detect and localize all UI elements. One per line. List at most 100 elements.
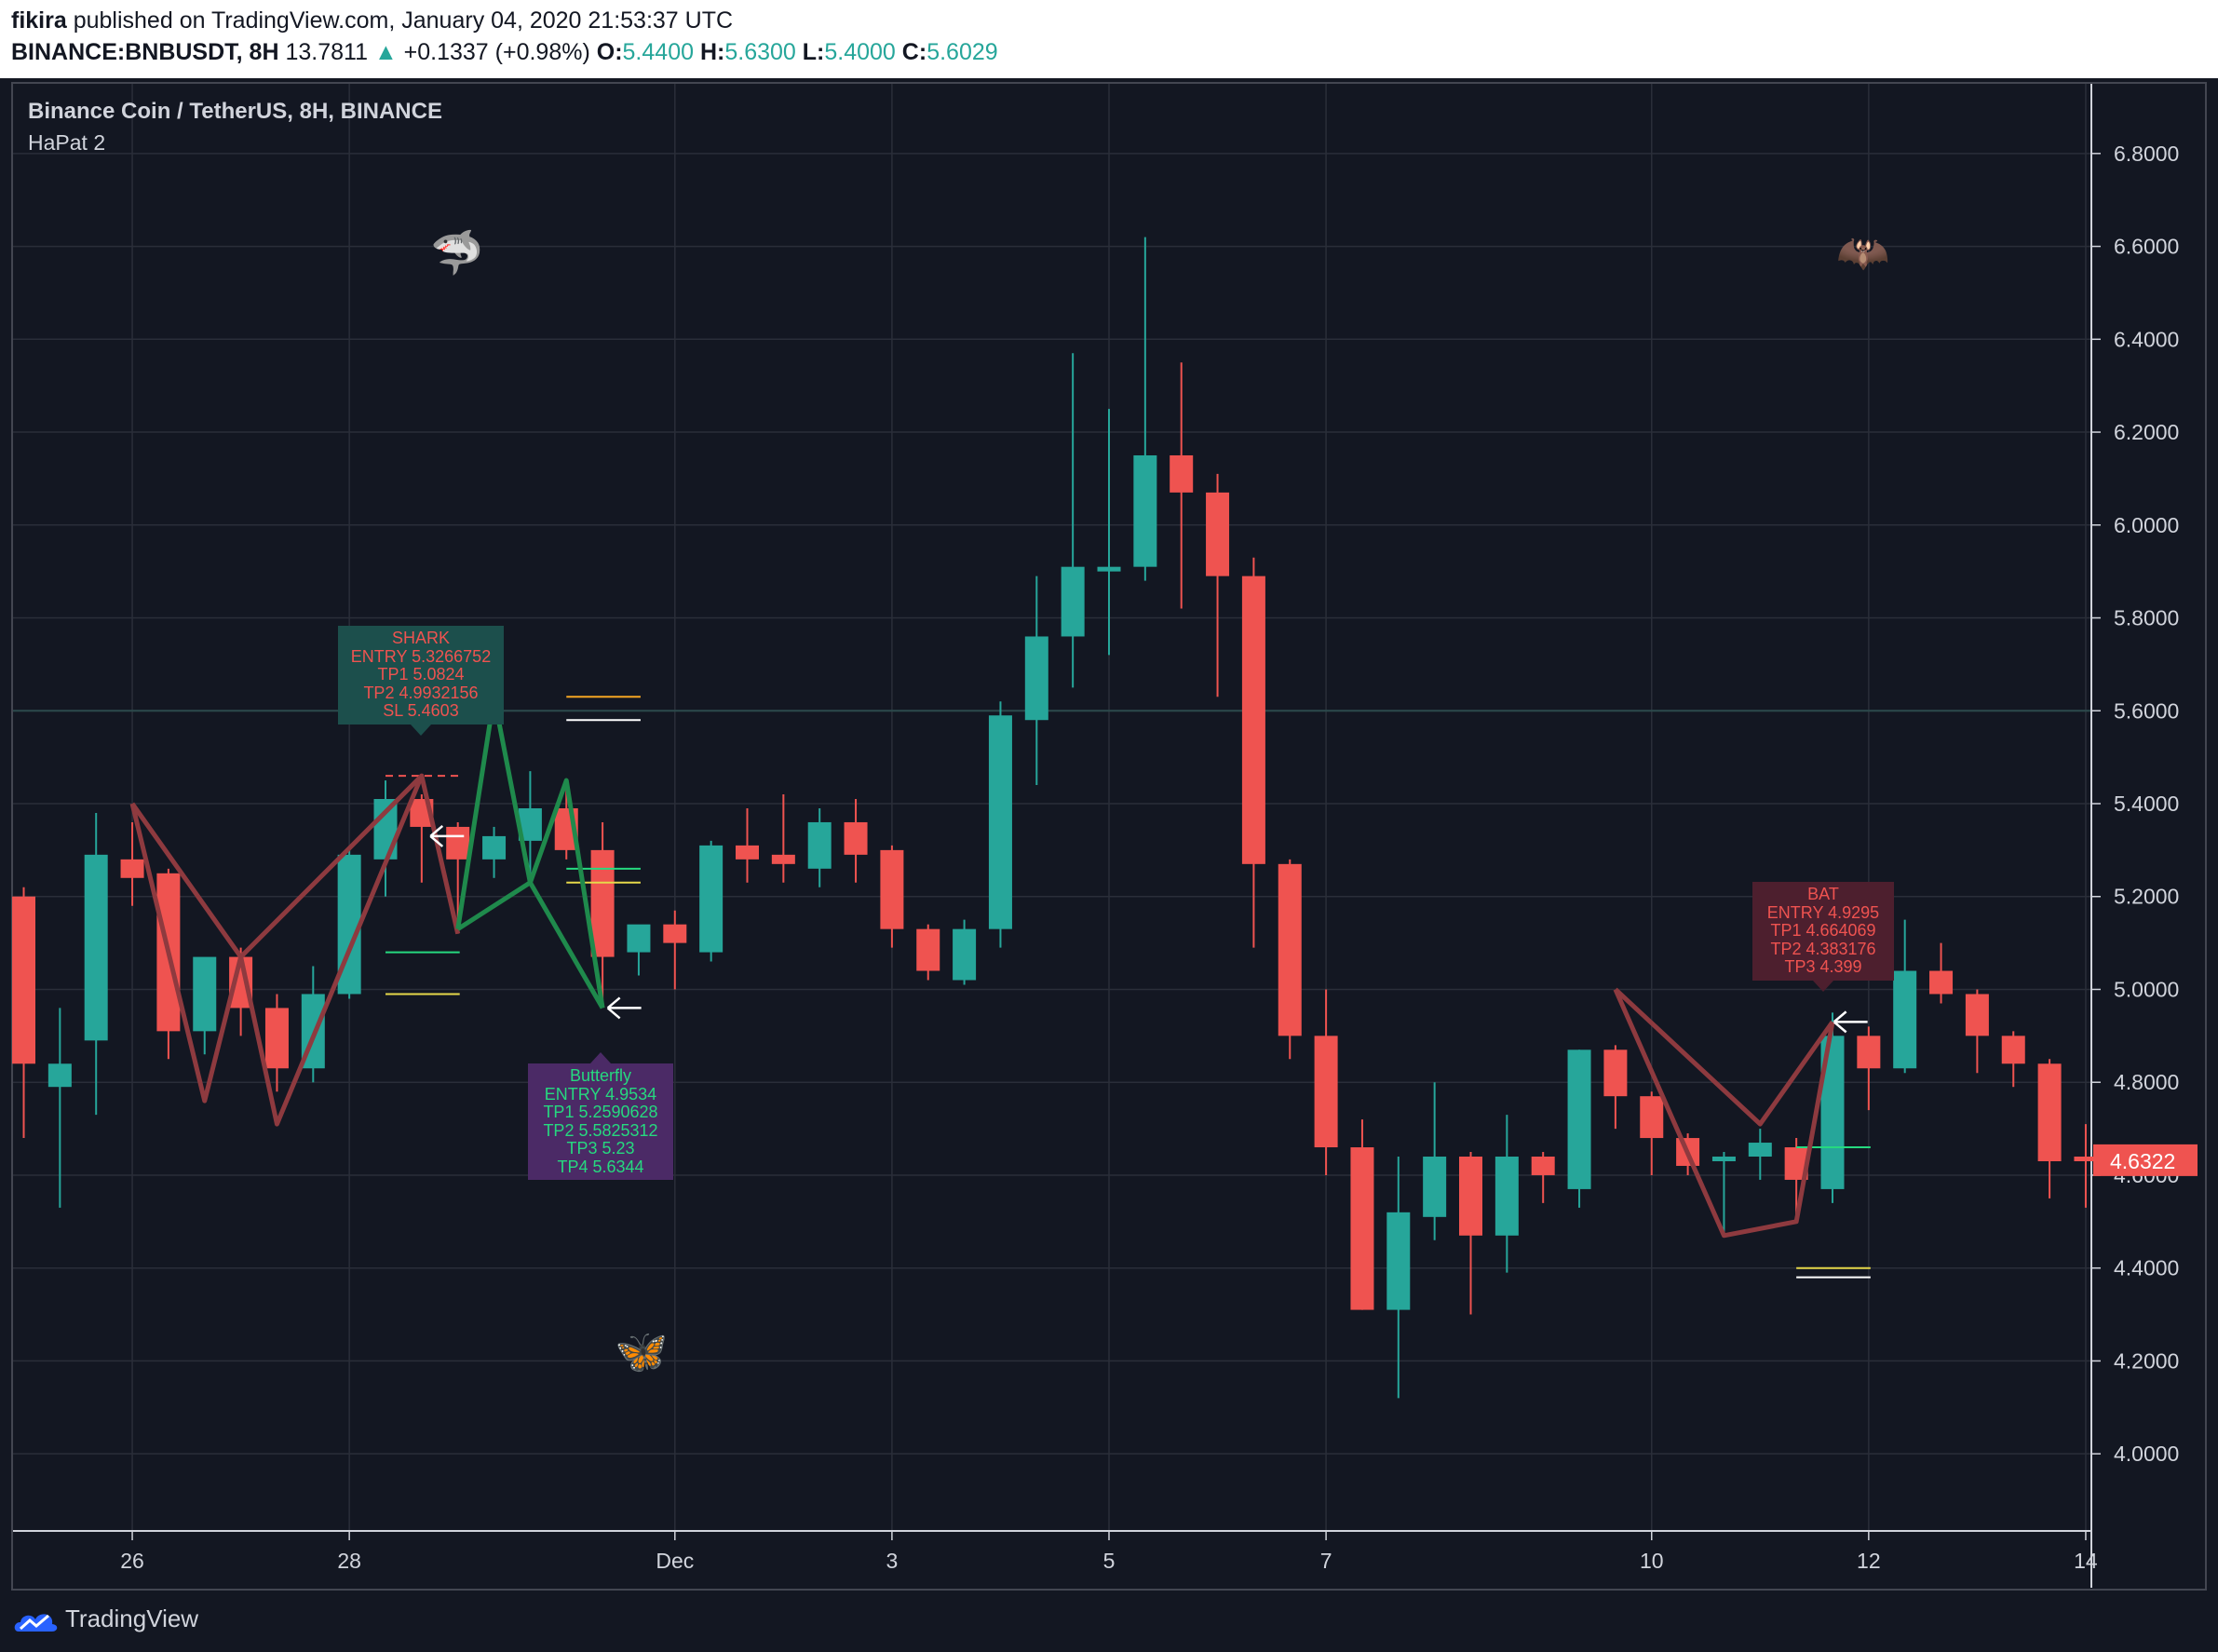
callout-line: TP2 5.5825312 [543, 1120, 658, 1140]
callout-line: BAT [1807, 885, 1839, 903]
harmonic-pattern-shark [130, 773, 461, 960]
candle-down[interactable] [12, 896, 35, 1064]
price-tick-label: 4.8000 [2114, 1070, 2179, 1094]
tradingview-logo-icon[interactable] [13, 1604, 60, 1635]
candle-down[interactable] [1314, 1036, 1338, 1148]
price-tick-label: 5.0000 [2114, 977, 2179, 1001]
symbol-label: BINANCE:BNBUSDT, 8H [11, 39, 279, 65]
bat-callout: BAT ENTRY 4.9295 TP1 4.664069 TP2 4.3831… [1752, 882, 1894, 991]
candlestick-chart[interactable]: 4.00004.20004.40004.60004.80005.00005.20… [0, 0, 2218, 1594]
callout-line: SL 5.4603 [383, 701, 459, 720]
candle-down[interactable] [1278, 863, 1302, 1036]
candle-up[interactable] [1711, 1157, 1736, 1161]
candle-up[interactable] [1024, 636, 1048, 721]
candle-down[interactable] [844, 821, 868, 855]
candle-up[interactable] [1748, 1143, 1772, 1158]
candle-down[interactable] [1170, 454, 1194, 493]
candle-up[interactable] [953, 928, 977, 981]
bat-icon: 🦇 [1836, 227, 1890, 278]
candle-up[interactable] [1893, 970, 1917, 1069]
low-label: L: [802, 39, 825, 65]
candle-down[interactable] [2037, 1063, 2062, 1161]
author-name[interactable]: fikira [11, 7, 67, 34]
close-label: C: [901, 39, 927, 65]
price-tick-label: 4.4000 [2114, 1256, 2179, 1280]
price-tick-label: 5.8000 [2114, 606, 2179, 630]
chart-frame[interactable] [11, 82, 2207, 1591]
harmonic-pattern-bat [1613, 988, 1835, 1239]
price-tick-label: 6.8000 [2114, 142, 2179, 166]
candle-up[interactable] [627, 924, 651, 953]
candle-down[interactable] [446, 826, 470, 860]
harmonic-pattern-shark [129, 775, 425, 1127]
quote-line: BINANCE:BNBUSDT, 8H 13.7811 ▲ +0.1337 (+… [11, 39, 998, 66]
entry-arrow-icon [429, 824, 465, 847]
candle-down[interactable] [1603, 1049, 1628, 1097]
indicator-legend[interactable]: HaPat 2 [28, 130, 106, 155]
change-value: +0.1337 (+0.98%) [403, 39, 590, 65]
callout-line: ENTRY 4.9534 [544, 1084, 657, 1104]
high-value: 5.6300 [724, 39, 796, 65]
candle-down[interactable] [771, 854, 795, 864]
harmonic-pattern-butterfly [456, 880, 605, 1009]
candle-down[interactable] [1459, 1157, 1482, 1236]
candle-up[interactable] [1133, 454, 1157, 567]
price-tick-label: 4.2000 [2114, 1348, 2179, 1373]
candle-down[interactable] [1206, 492, 1230, 576]
callout-line: SHARK [391, 629, 450, 647]
candle-up[interactable] [193, 956, 217, 1032]
candle-down[interactable] [120, 859, 144, 878]
candle-down[interactable] [1640, 1096, 1664, 1139]
candle-up[interactable] [1494, 1157, 1519, 1236]
time-tick-label: 3 [886, 1549, 899, 1573]
callout-line: ENTRY 4.9295 [1766, 902, 1880, 922]
butterfly-icon: 🦋 [615, 1326, 669, 1376]
candle-up[interactable] [1567, 1049, 1591, 1189]
candle-down[interactable] [1531, 1157, 1555, 1175]
candle-up[interactable] [1423, 1157, 1447, 1217]
candle-down[interactable] [1350, 1147, 1374, 1310]
candle-up[interactable] [1386, 1212, 1411, 1310]
candle-up[interactable] [699, 845, 724, 953]
candle-down[interactable] [1857, 1036, 1881, 1069]
candle-up[interactable] [988, 715, 1012, 929]
callout-line: TP2 4.383176 [1770, 939, 1876, 958]
tradingview-brand[interactable]: TradingView [65, 1605, 199, 1632]
candle-down[interactable] [736, 845, 759, 860]
candle-up[interactable] [1097, 566, 1121, 572]
candle-up[interactable] [807, 821, 832, 869]
time-tick-label: 14 [2074, 1549, 2098, 1573]
candle-down[interactable] [916, 928, 940, 971]
shark-callout: SHARK ENTRY 5.3266752 TP1 5.0824 TP2 4.9… [338, 626, 504, 735]
candle-down[interactable] [264, 1008, 289, 1069]
time-tick-label: Dec [656, 1549, 694, 1573]
low-value: 5.4000 [824, 39, 896, 65]
entry-arrow-icon [1833, 1010, 1868, 1034]
candle-down[interactable] [1965, 994, 1989, 1036]
time-tick-label: 10 [1640, 1549, 1664, 1573]
callout-line: TP4 5.6344 [557, 1157, 644, 1176]
candle-down[interactable] [1241, 575, 1265, 864]
candle-down[interactable] [663, 924, 687, 943]
price-tick-label: 5.2000 [2114, 885, 2179, 909]
high-label: H: [699, 39, 725, 65]
candle-down[interactable] [2001, 1036, 2025, 1064]
change-arrow-icon: ▲ [373, 39, 398, 65]
candle-down[interactable] [2074, 1157, 2098, 1161]
callout-line: Butterfly [569, 1066, 632, 1085]
candle-up[interactable] [482, 835, 507, 860]
candle-down[interactable] [880, 849, 904, 929]
last-price-label: 4.6322 [2110, 1149, 2175, 1173]
callout-line: TP1 5.2590628 [543, 1103, 658, 1121]
callout-line: TP1 5.0824 [377, 665, 465, 684]
candle-up[interactable] [373, 799, 398, 860]
candle-up[interactable] [84, 854, 108, 1041]
candle-up[interactable] [1061, 566, 1085, 637]
price-tick-label: 5.4000 [2114, 792, 2179, 816]
price-tick-label: 6.6000 [2114, 235, 2179, 259]
candle-down[interactable] [1929, 970, 1954, 995]
chart-legend-title[interactable]: Binance Coin / TetherUS, 8H, BINANCE [28, 99, 442, 124]
callout-line: TP1 4.664069 [1770, 921, 1876, 940]
candle-down[interactable] [590, 849, 615, 957]
candle-up[interactable] [47, 1063, 72, 1088]
